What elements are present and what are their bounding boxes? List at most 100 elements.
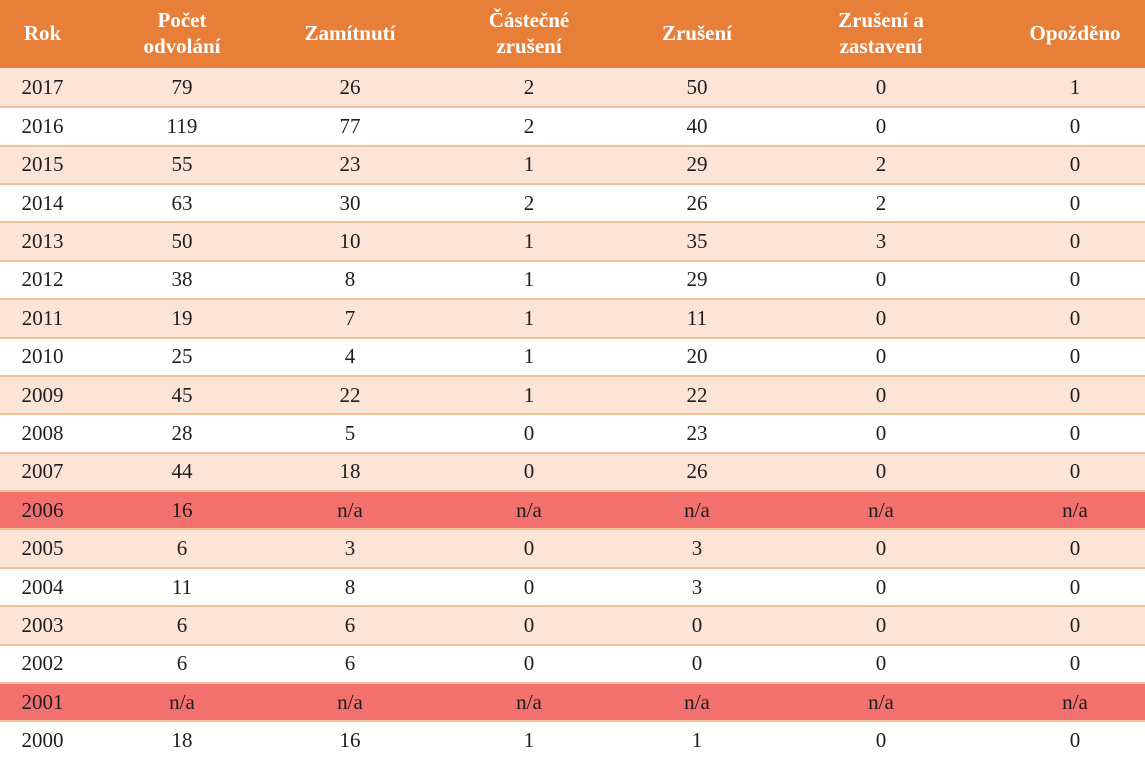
value-cell: 77: [279, 106, 421, 145]
year-cell: 2008: [0, 413, 85, 452]
value-cell: n/a: [757, 490, 1005, 529]
table-row: 2002 6 6 0 0 0 0: [0, 643, 1145, 683]
value-cell: 50: [637, 67, 757, 107]
value-cell: 1: [421, 144, 637, 183]
value-cell: n/a: [637, 682, 757, 721]
value-cell: 6: [85, 605, 279, 644]
value-cell: 0: [757, 720, 1005, 759]
value-cell: 28: [85, 413, 279, 452]
column-header-zamitnuti: Zamítnutí: [279, 0, 421, 68]
column-header-rok: Rok: [0, 0, 85, 68]
value-cell: 10: [279, 221, 421, 260]
value-cell: 0: [757, 643, 1005, 683]
value-cell: n/a: [421, 490, 637, 529]
value-cell: 0: [757, 106, 1005, 145]
value-cell: 6: [85, 643, 279, 683]
value-cell: 0: [1005, 643, 1145, 683]
value-cell: 0: [757, 451, 1005, 491]
value-cell: 16: [279, 720, 421, 759]
value-cell: 38: [85, 259, 279, 299]
value-cell: n/a: [279, 490, 421, 529]
value-cell: 29: [637, 144, 757, 183]
value-cell: 19: [85, 298, 279, 337]
header-row: Rok Počet odvolání Zamítnutí Částečné zr…: [0, 0, 1145, 68]
value-cell: 6: [85, 528, 279, 567]
year-cell: 2012: [0, 259, 85, 299]
value-cell: 0: [757, 259, 1005, 299]
value-cell: 0: [757, 413, 1005, 452]
year-cell: 2006: [0, 490, 85, 529]
value-cell: 0: [1005, 451, 1145, 491]
value-cell: 0: [1005, 413, 1145, 452]
value-cell: 11: [637, 298, 757, 337]
table-row: 2017 79 26 2 50 0 1: [0, 67, 1145, 107]
table-row: 2001 n/a n/a n/a n/a n/a n/a: [0, 682, 1145, 721]
value-cell: 0: [1005, 566, 1145, 606]
value-cell: 0: [421, 566, 637, 606]
value-cell: 35: [637, 221, 757, 260]
value-cell: 5: [279, 413, 421, 452]
value-cell: 26: [279, 67, 421, 107]
table-row: 2012 38 8 1 29 0 0: [0, 259, 1145, 299]
year-cell: 2010: [0, 336, 85, 375]
value-cell: 63: [85, 182, 279, 222]
value-cell: 26: [637, 451, 757, 491]
year-cell: 2015: [0, 144, 85, 183]
value-cell: 30: [279, 182, 421, 222]
value-cell: 29: [637, 259, 757, 299]
value-cell: 0: [421, 643, 637, 683]
value-cell: 2: [757, 182, 1005, 222]
value-cell: 1: [421, 298, 637, 337]
year-cell: 2013: [0, 221, 85, 260]
value-cell: 1: [421, 720, 637, 759]
value-cell: 2: [421, 106, 637, 145]
column-header-zruseni: Zrušení: [637, 0, 757, 68]
value-cell: 44: [85, 451, 279, 491]
value-cell: 0: [1005, 374, 1145, 414]
table-body: 2017 79 26 2 50 0 1 2016 119 77 2 40 0 0 2015 55 23 1 29 2 0…: [0, 67, 1145, 759]
table-header: Rok Počet odvolání Zamítnutí Částečné zr…: [0, 0, 1145, 68]
value-cell: 6: [279, 605, 421, 644]
value-cell: 0: [421, 451, 637, 491]
value-cell: 6: [279, 643, 421, 683]
year-cell: 2000: [0, 720, 85, 759]
year-cell: 2016: [0, 106, 85, 145]
value-cell: 3: [637, 528, 757, 567]
value-cell: 0: [1005, 182, 1145, 222]
value-cell: 0: [1005, 528, 1145, 567]
value-cell: 0: [1005, 144, 1145, 183]
value-cell: 2: [421, 67, 637, 107]
value-cell: n/a: [637, 490, 757, 529]
table-row: 2000 18 16 1 1 0 0: [0, 720, 1145, 759]
table-row: 2009 45 22 1 22 0 0: [0, 374, 1145, 414]
value-cell: n/a: [279, 682, 421, 721]
value-cell: 50: [85, 221, 279, 260]
value-cell: 26: [637, 182, 757, 222]
value-cell: 3: [757, 221, 1005, 260]
value-cell: 11: [85, 566, 279, 606]
value-cell: 40: [637, 106, 757, 145]
year-cell: 2009: [0, 374, 85, 414]
value-cell: 79: [85, 67, 279, 107]
value-cell: 0: [757, 605, 1005, 644]
year-cell: 2003: [0, 605, 85, 644]
value-cell: 55: [85, 144, 279, 183]
table-row: 2003 6 6 0 0 0 0: [0, 605, 1145, 644]
value-cell: 1: [421, 374, 637, 414]
table-row: 2010 25 4 1 20 0 0: [0, 336, 1145, 375]
value-cell: 22: [279, 374, 421, 414]
value-cell: 0: [421, 413, 637, 452]
year-cell: 2005: [0, 528, 85, 567]
value-cell: 3: [279, 528, 421, 567]
value-cell: 0: [421, 528, 637, 567]
value-cell: 25: [85, 336, 279, 375]
value-cell: 1: [421, 221, 637, 260]
value-cell: 4: [279, 336, 421, 375]
value-cell: 2: [421, 182, 637, 222]
value-cell: 0: [1005, 221, 1145, 260]
value-cell: n/a: [85, 682, 279, 721]
value-cell: 0: [1005, 106, 1145, 145]
table-row: 2011 19 7 1 11 0 0: [0, 298, 1145, 337]
value-cell: 0: [757, 298, 1005, 337]
value-cell: 0: [1005, 720, 1145, 759]
